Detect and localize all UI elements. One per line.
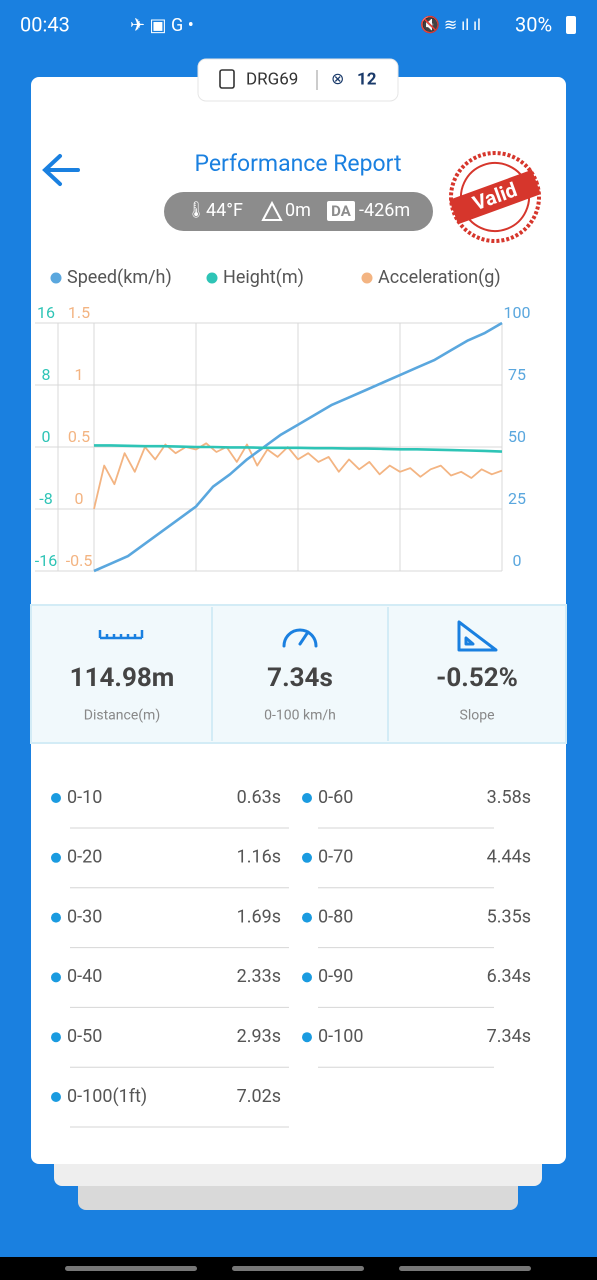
y-tick-label: 0: [513, 551, 522, 570]
distance-icon: [98, 630, 144, 640]
split-dot: [302, 793, 312, 803]
nav-handle[interactable]: [399, 1266, 531, 1271]
split-time: 4.44s: [487, 847, 531, 868]
split-dot: [302, 1032, 312, 1043]
nav-handle[interactable]: [232, 1266, 364, 1271]
split-dot: [51, 852, 61, 863]
split-label: 0-20: [67, 847, 102, 868]
series-line: [94, 444, 503, 453]
split-time: 3.58s: [487, 787, 531, 808]
status-battery: 30%: [515, 12, 552, 36]
y-tick-label: -16: [35, 551, 57, 570]
split-time: 7.34s: [487, 1026, 531, 1047]
split-label: 0-80: [318, 906, 353, 927]
density-altitude: -426m: [359, 200, 410, 221]
series-line: [93, 321, 503, 573]
conditions-pill: [164, 192, 433, 231]
split-label: 0-30: [67, 906, 102, 927]
split-label: 0-100: [318, 1026, 363, 1047]
y-tick-label: 75: [508, 365, 526, 384]
legend-label: Acceleration(g): [378, 267, 501, 288]
split-label: 0-50: [67, 1026, 102, 1047]
legend-label: Speed(km/h): [67, 267, 172, 288]
y-tick-label: 8: [42, 365, 51, 384]
metric-value: -0.52%: [436, 663, 518, 693]
split-dot: [302, 972, 312, 983]
temperature: 44°F: [206, 200, 243, 221]
metric-label: 0-100 km/h: [264, 708, 336, 724]
y-tick-label: 50: [508, 427, 526, 446]
split-dot: [302, 852, 312, 863]
battery-icon: [566, 16, 576, 34]
status-icons: ✈ ▣ G •: [130, 15, 194, 36]
back-button[interactable]: [42, 154, 80, 186]
speedometer-icon: [282, 628, 318, 648]
page-title: Performance Report: [194, 150, 401, 177]
split-label: 0-40: [67, 966, 102, 987]
device-name: DRG69: [246, 69, 298, 89]
split-time: 1.69s: [237, 906, 281, 927]
y-tick-label: 16: [37, 303, 55, 322]
y-tick-label: 0.5: [68, 427, 90, 446]
split-label: 0-60: [318, 787, 353, 808]
split-time: 2.33s: [237, 966, 281, 987]
elevation-icon: [261, 200, 283, 221]
metric-value: 7.34s: [267, 663, 333, 693]
da-badge: [327, 201, 355, 221]
metrics: 114.98m Distance(m) 7.34s 0-100 km/h -0.52% S…: [70, 663, 518, 724]
y-tick-label: -8: [39, 489, 52, 508]
metric-label: Slope: [460, 708, 495, 724]
split-dot: [51, 1092, 61, 1102]
legend-marker: [361, 272, 373, 284]
split-dot: [51, 793, 61, 803]
split-time: 1.16s: [237, 847, 281, 868]
device-pill[interactable]: [197, 58, 399, 102]
split-label: 0-90: [318, 966, 353, 987]
legend-marker: [50, 272, 62, 284]
metrics-panel: [30, 604, 567, 744]
split-label: 0-10: [67, 787, 102, 808]
chart: -16 -8 0 8 16 -0.5 0 0.5 1 1.5 0 25 50 75 100 Speed(km/…: [35, 267, 531, 573]
series-line: [93, 442, 503, 510]
slope-icon: [457, 620, 498, 652]
y-tick-label: 100: [504, 303, 531, 322]
split-time: 5.35s: [487, 906, 531, 927]
split-dot: [51, 912, 61, 923]
metric-value: 114.98m: [70, 663, 175, 693]
split-label: 0-100(1ft): [67, 1086, 147, 1107]
y-tick-label: 1: [75, 365, 84, 384]
split-dot: [302, 912, 312, 923]
split-dot: [51, 972, 61, 983]
split-label: 0-70: [318, 847, 353, 868]
da-label: DA: [331, 202, 352, 220]
split-time: 0.63s: [237, 787, 281, 808]
splits-table: 0-10 0.63s 0-20 1.16s 0-30 1.69s 0-40 2.33s 0-50…: [51, 787, 531, 1128]
y-tick-label: 0: [75, 489, 84, 508]
split-time: 7.02s: [237, 1086, 281, 1107]
split-dot: [51, 1032, 61, 1043]
nav-handle[interactable]: [65, 1266, 197, 1271]
y-tick-label: -0.5: [66, 551, 93, 570]
split-time: 6.34s: [487, 966, 531, 987]
split-time: 2.93s: [237, 1026, 281, 1047]
legend-marker: [206, 272, 218, 284]
legend-label: Height(m): [223, 267, 304, 288]
y-tick-label: 25: [508, 489, 526, 508]
y-tick-label: 1.5: [68, 303, 90, 322]
status-time: 00:43: [20, 12, 70, 36]
device-icon: [219, 69, 235, 89]
satellite-count: 12: [357, 69, 377, 89]
status-signal: 🔇 ≋ ıl ıl: [420, 15, 481, 34]
thermometer-icon: 🌡: [186, 200, 206, 219]
y-tick-label: 0: [42, 427, 51, 446]
satellite-icon: ⊗: [331, 69, 344, 88]
elevation: 0m: [285, 200, 311, 221]
metric-label: Distance(m): [84, 708, 160, 724]
